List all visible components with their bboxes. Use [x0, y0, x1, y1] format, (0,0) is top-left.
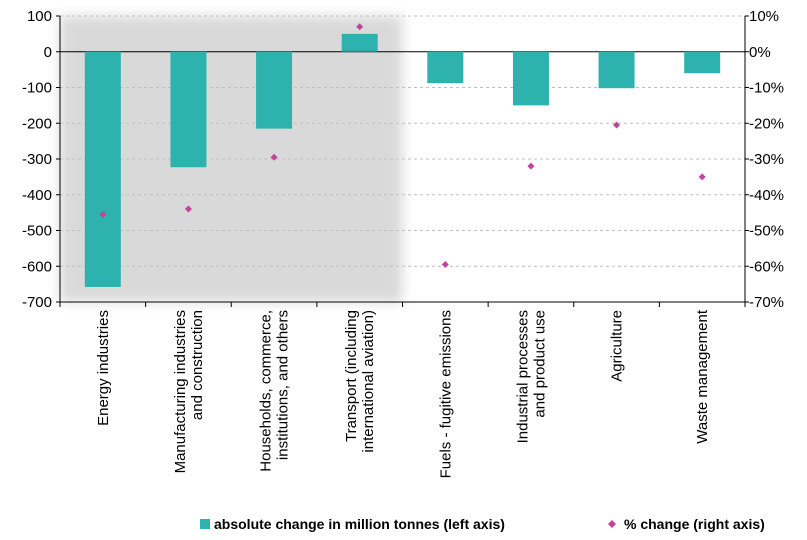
right-tick-label: -10%	[749, 80, 784, 97]
left-tick-label: -700	[22, 294, 52, 311]
category-labels: Energy industries Manufacturing industrie…	[95, 309, 711, 478]
marker-point	[441, 260, 449, 268]
category-label: Manufacturing industriesand construction	[172, 310, 206, 473]
category-label: Transport (includinginternational aviati…	[343, 310, 377, 453]
left-tick-label: -400	[22, 187, 52, 204]
right-tick-label: -20%	[749, 115, 784, 132]
left-tick-label: -500	[22, 223, 52, 240]
left-tick-label: -100	[22, 80, 52, 97]
bar	[684, 51, 721, 74]
right-tick-label: 0%	[749, 44, 771, 61]
legend: absolute change in million tonnes (left …	[200, 516, 765, 532]
category-label: Energy industries	[95, 310, 112, 426]
right-tick-label: -60%	[749, 258, 784, 275]
bar	[170, 51, 207, 168]
legend-marker-swatch	[608, 520, 616, 528]
bar	[512, 51, 549, 106]
marker-point	[184, 205, 192, 213]
marker-point	[527, 162, 535, 170]
axes: 100 10% 0 0% -100 -10% -200 -20% -300 -30% -400 -40…	[22, 8, 784, 311]
right-tick-label: -70%	[749, 294, 784, 311]
left-tick-label: -600	[22, 258, 52, 275]
right-tick-label: -40%	[749, 187, 784, 204]
marker-series	[99, 23, 706, 268]
marker-point	[99, 210, 107, 218]
legend-bar-label: absolute change in million tonnes (left …	[214, 516, 505, 532]
marker-point	[356, 23, 364, 31]
legend-marker-label: % change (right axis)	[624, 516, 765, 532]
left-tick-label: -200	[22, 115, 52, 132]
right-tick-label: 10%	[749, 8, 779, 25]
bar	[84, 51, 121, 287]
category-label: Agriculture	[609, 310, 626, 382]
right-tick-label: -30%	[749, 151, 784, 168]
bar-series	[84, 33, 721, 287]
left-tick-label: 100	[27, 8, 52, 25]
left-tick-label: -300	[22, 151, 52, 168]
category-label: Industrial processesand product use	[514, 310, 548, 443]
legend-bar-swatch	[200, 519, 210, 529]
right-tick-label: -50%	[749, 223, 784, 240]
marker-point	[698, 173, 706, 181]
left-tick-label: 0	[44, 44, 52, 61]
bar	[256, 51, 293, 129]
bar	[427, 51, 464, 84]
category-label: Waste management	[694, 309, 711, 444]
category-label: Fuels - fugitive emissions	[437, 310, 454, 478]
bar	[598, 51, 635, 89]
marker-point	[270, 153, 278, 161]
marker-point	[613, 121, 621, 129]
category-label: Households, commerce,institutions, and o…	[258, 310, 292, 472]
bar	[341, 33, 378, 52]
